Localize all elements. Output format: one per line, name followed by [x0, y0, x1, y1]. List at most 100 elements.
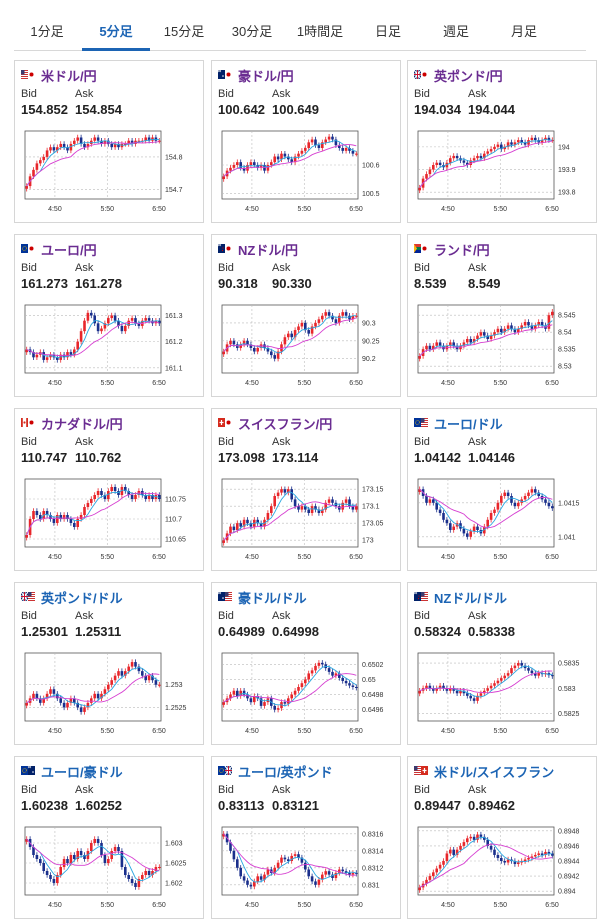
- candle: [249, 523, 253, 527]
- candle: [338, 869, 341, 873]
- currency-pair-link[interactable]: NZドル/ドル: [434, 591, 507, 606]
- x-tick-label: 4:50: [441, 206, 455, 213]
- currency-pair-link[interactable]: 米ドル/スイスフラン: [434, 765, 555, 780]
- currency-pair-link[interactable]: 米ドル/円: [41, 69, 97, 84]
- candle: [96, 693, 100, 699]
- candle: [341, 148, 344, 151]
- rate-card: カナダドル/円 Bid Ask 110.747 110.762 4:50 5:50 6:50 1…: [14, 408, 204, 571]
- candle: [100, 328, 103, 332]
- bid-label: Bid: [218, 436, 234, 448]
- y-tick-label: 0.8942: [558, 874, 580, 881]
- candle: [144, 318, 147, 321]
- candle: [42, 863, 45, 871]
- candle: [130, 879, 134, 883]
- y-tick-label: 193.9: [558, 167, 576, 174]
- candle: [348, 148, 351, 151]
- tab-4[interactable]: 1時間足: [296, 24, 344, 39]
- candle: [273, 867, 276, 873]
- candle: [69, 855, 73, 863]
- candle: [103, 855, 107, 863]
- currency-pair-link[interactable]: NZドル/円: [238, 243, 298, 258]
- candle: [120, 487, 124, 495]
- candle: [510, 142, 513, 145]
- currency-pair-link[interactable]: カナダドル/円: [41, 417, 123, 432]
- candle: [134, 495, 137, 499]
- candle: [489, 685, 493, 689]
- ask-label: Ask: [272, 262, 291, 274]
- tab-1[interactable]: 5分足: [82, 14, 150, 51]
- currency-pair-link[interactable]: 英ポンド/ドル: [41, 591, 123, 606]
- candle: [253, 881, 256, 887]
- candle: [293, 499, 297, 507]
- candle: [283, 337, 287, 345]
- candle: [314, 322, 317, 327]
- short-ma-line: [223, 491, 357, 541]
- currency-pair-link[interactable]: ユーロ/円: [41, 243, 97, 258]
- tab-5[interactable]: 日足: [374, 24, 401, 39]
- x-tick-label: 5:50: [493, 554, 507, 561]
- candle: [344, 680, 348, 684]
- candle: [520, 140, 523, 143]
- currency-pair-link[interactable]: ランド/円: [434, 243, 490, 258]
- currency-pair-link[interactable]: スイスフラン/円: [238, 417, 333, 432]
- candle: [232, 850, 236, 860]
- candle: [273, 355, 276, 359]
- candle: [418, 187, 421, 191]
- chart-frame: [221, 652, 359, 722]
- x-tick-label: 6:50: [152, 554, 166, 561]
- candle: [117, 847, 120, 851]
- candle: [321, 142, 324, 148]
- candle: [76, 341, 79, 350]
- tab-6[interactable]: 週足: [442, 24, 469, 39]
- ask-label: Ask: [468, 88, 487, 100]
- candle: [435, 868, 438, 873]
- candle: [459, 690, 462, 694]
- candle: [287, 859, 290, 861]
- candle: [297, 687, 300, 691]
- candle: [476, 526, 479, 530]
- candle: [79, 137, 83, 144]
- candle: [300, 506, 304, 510]
- candle: [42, 352, 45, 360]
- candle: [276, 708, 280, 710]
- bid-value: 194.034: [414, 102, 461, 117]
- tab-0[interactable]: 1分足: [30, 24, 64, 39]
- candle: [428, 169, 432, 175]
- candle: [134, 662, 137, 667]
- candle: [73, 698, 76, 703]
- candle: [513, 665, 517, 669]
- x-tick-label: 4:50: [48, 728, 62, 735]
- candle: [476, 834, 479, 840]
- currency-pair-link[interactable]: ユーロ/英ポンド: [238, 765, 333, 780]
- candle: [141, 875, 144, 879]
- x-tick-label: 4:50: [441, 728, 455, 735]
- candle: [107, 140, 110, 144]
- candle: [222, 351, 225, 355]
- candle: [239, 344, 242, 348]
- tab-7[interactable]: 月足: [510, 24, 537, 39]
- candle: [537, 673, 540, 676]
- y-tick-label: 110.65: [165, 537, 186, 544]
- candle: [120, 671, 124, 676]
- currency-pair-link[interactable]: 豪ドル/ドル: [238, 591, 307, 606]
- currency-pair-link[interactable]: 豪ドル/円: [238, 69, 294, 84]
- candle: [151, 495, 154, 499]
- candle: [341, 677, 344, 681]
- currency-pair-link[interactable]: ユーロ/ドル: [434, 417, 503, 432]
- currency-pair-link[interactable]: ユーロ/豪ドル: [41, 765, 123, 780]
- candle: [472, 836, 476, 840]
- candle: [304, 862, 307, 870]
- candle: [324, 139, 327, 143]
- tab-2[interactable]: 15分足: [163, 24, 205, 39]
- candle: [297, 326, 300, 331]
- ask-label: Ask: [272, 436, 291, 448]
- candle: [466, 838, 469, 843]
- currency-flag-icon: [218, 244, 232, 253]
- tab-3[interactable]: 30分足: [231, 24, 273, 39]
- currency-pair-link[interactable]: 英ポンド/円: [434, 69, 503, 84]
- candle: [113, 847, 117, 851]
- candle: [86, 143, 90, 148]
- candle: [86, 702, 90, 708]
- candle: [42, 156, 45, 161]
- candle: [534, 854, 537, 857]
